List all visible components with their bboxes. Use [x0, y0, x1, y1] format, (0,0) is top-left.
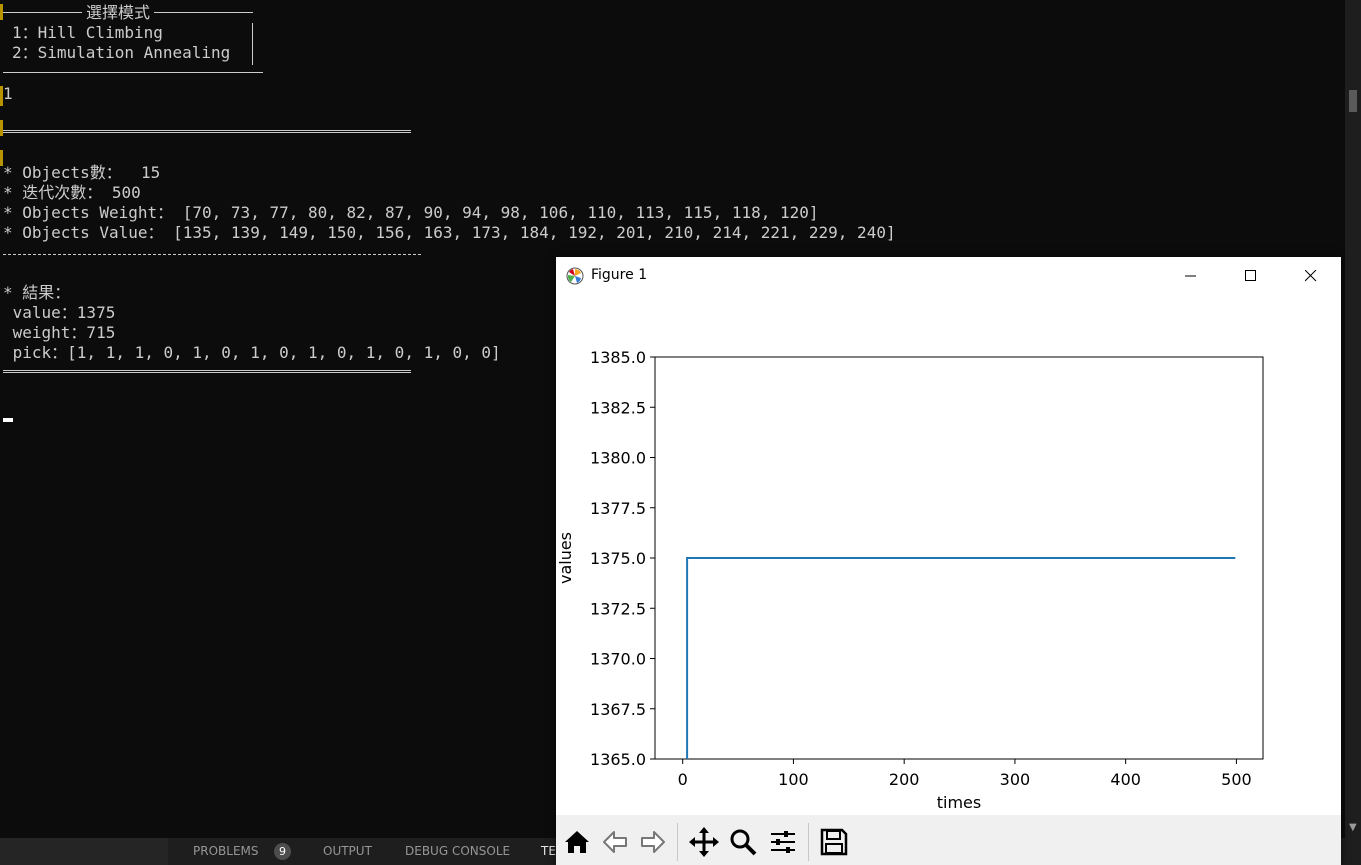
tab-problems[interactable]: PROBLEMS [193, 844, 259, 858]
gutter-marker [0, 150, 3, 166]
tab-debug-console[interactable]: DEBUG CONSOLE [405, 844, 511, 858]
x-tick-label: 0 [678, 770, 688, 789]
tab-output[interactable]: OUTPUT [323, 844, 372, 858]
x-tick-label: 300 [1000, 770, 1031, 789]
user-input: 1 [3, 84, 13, 103]
menu-box-border [252, 23, 253, 65]
info-weights: * Objects Weight： [70, 73, 77, 80, 82, 8… [3, 203, 819, 222]
close-icon [1305, 270, 1317, 282]
y-tick-label: 1382.5 [590, 398, 646, 417]
figure-toolbar [556, 815, 1341, 865]
result-header: * 結果： [3, 283, 71, 302]
y-axis: 1365.0 1367.5 1370.0 1372.5 1375.0 1377.5 1380… [590, 348, 655, 769]
home-button[interactable] [560, 825, 594, 859]
close-button[interactable] [1281, 257, 1341, 295]
gutter-marker [0, 120, 3, 136]
x-tick-label: 100 [778, 770, 809, 789]
y-tick-label: 1372.5 [590, 599, 646, 618]
figure-window[interactable]: Figure 1 1365.0 1367.5 1370.0 1372.5 1375.0 1… [556, 257, 1341, 865]
home-icon [565, 831, 589, 853]
figure-titlebar[interactable]: Figure 1 [556, 257, 1341, 295]
toolbar-separator [808, 823, 809, 861]
x-axis: 0 100 200 300 400 500 [678, 759, 1252, 789]
menu-option-hill-climbing: 1：Hill Climbing [12, 23, 163, 42]
maximize-button[interactable] [1221, 257, 1281, 295]
toolbar-separator [677, 823, 678, 861]
result-weight: weight：715 [3, 323, 116, 342]
info-iterations: * 迭代次數： 500 [3, 183, 141, 202]
y-tick-label: 1375.0 [590, 549, 646, 568]
pan-button[interactable] [687, 825, 721, 859]
x-axis-label: times [937, 793, 981, 812]
menu-option-simulated-annealing: 2：Simulation Annealing [12, 43, 231, 62]
problems-count-badge: 9 [274, 843, 291, 860]
y-tick-label: 1380.0 [590, 449, 646, 468]
dashed-separator [3, 254, 421, 255]
y-tick-label: 1365.0 [590, 750, 646, 769]
terminal-cursor [3, 418, 13, 422]
info-values: * Objects Value： [135, 139, 149, 150, 15… [3, 223, 896, 242]
menu-box-bottom [3, 72, 263, 73]
gutter-marker [0, 4, 3, 20]
separator-line [3, 130, 411, 133]
tab-terminal[interactable]: TE [541, 844, 556, 858]
result-pick: pick：[1, 1, 1, 0, 1, 0, 1, 0, 1, 0, 1, 0… [3, 343, 501, 362]
menu-title: 選擇模式 [82, 3, 155, 23]
forward-button[interactable] [636, 825, 670, 859]
minimize-button[interactable] [1161, 257, 1221, 295]
y-tick-label: 1370.0 [590, 650, 646, 669]
y-tick-label: 1385.0 [590, 348, 646, 367]
info-object-count: * Objects數： 15 [3, 163, 161, 182]
y-tick-label: 1377.5 [590, 499, 646, 518]
save-button[interactable] [817, 825, 851, 859]
x-tick-label: 500 [1221, 770, 1252, 789]
series-layer [686, 557, 1236, 759]
series-line [686, 557, 1236, 759]
zoom-button[interactable] [726, 825, 760, 859]
zoom-icon [730, 829, 757, 856]
y-tick-label: 1367.5 [590, 700, 646, 719]
terminal-scrollbar[interactable]: ▼ [1345, 0, 1361, 838]
plot-canvas[interactable]: 1365.0 1367.5 1370.0 1372.5 1375.0 1377.5 1380… [556, 295, 1341, 815]
configure-subplots-icon [771, 831, 795, 853]
x-tick-label: 400 [1110, 770, 1141, 789]
figure-title: Figure 1 [591, 267, 648, 283]
x-tick-label: 200 [889, 770, 920, 789]
back-button[interactable] [598, 825, 632, 859]
back-icon [603, 831, 627, 853]
maximize-icon [1245, 270, 1256, 281]
scrollbar-thumb[interactable] [1349, 90, 1357, 112]
save-icon [820, 828, 848, 856]
scroll-down-icon[interactable]: ▼ [1349, 822, 1357, 833]
configure-subplots-button[interactable] [766, 825, 800, 859]
result-value: value：1375 [3, 303, 116, 322]
pan-icon [689, 827, 719, 857]
forward-icon [641, 831, 665, 853]
y-axis-label: values [556, 532, 575, 584]
separator-line-end [3, 370, 411, 373]
panel-left-area [0, 838, 168, 865]
matplotlib-icon [566, 267, 584, 285]
gutter-marker [0, 86, 3, 106]
minimize-icon [1185, 275, 1196, 277]
